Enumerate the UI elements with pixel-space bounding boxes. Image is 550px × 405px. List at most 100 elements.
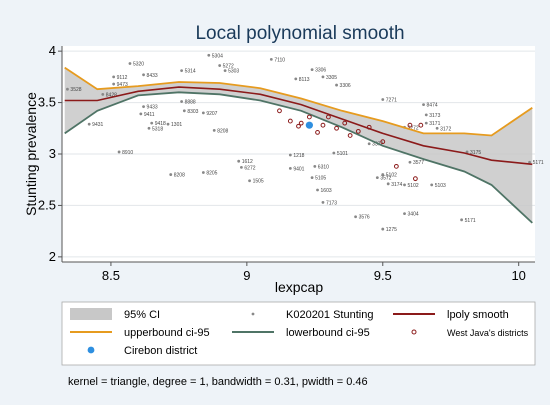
data-point-label: 5304 [212,53,223,59]
data-point-label: 6310 [318,164,329,170]
west-java-district-point [418,122,424,128]
x-axis-title: lexpcap [275,279,323,295]
west-java-district-point [315,130,320,135]
data-point-label: 3372 [372,142,383,148]
data-point-label: 5318 [152,126,163,132]
data-point-label: 1301 [171,122,182,128]
data-point-label: 9401 [293,166,304,172]
data-point [180,100,184,103]
legend-label: West Java's districts [447,328,529,338]
data-point-label: 8428 [106,92,117,98]
data-point [381,173,385,176]
west-java-district-point [355,128,361,134]
legend-swatch [411,329,417,335]
data-point [66,87,69,91]
data-point-label: 1603 [321,188,332,194]
west-java-district-point [277,108,282,114]
west-java-district-point [298,120,304,126]
data-point-label: 7271 [386,97,397,103]
data-point [117,150,121,154]
lowerbound-line [64,91,533,224]
x-tick-label: 9.5 [374,268,392,283]
west-java-district-point [326,114,331,120]
y-tick-label: 2.5 [38,197,56,212]
data-point-label: 9207 [206,111,217,117]
data-point-label: 5320 [133,61,144,67]
legend-swatch [87,346,95,354]
data-point-label: 3272 [408,125,419,131]
cirebon-point [305,121,313,129]
data-point [367,142,371,146]
data-point [321,75,325,79]
west-java-district-point [393,163,399,169]
data-point-label: 5314 [185,69,196,75]
data-point-label: 5272 [223,64,234,70]
data-point-label: 8888 [185,100,196,106]
data-point-label: 9431 [92,122,103,128]
y-tick-label: 4 [49,43,56,58]
data-point [424,121,428,125]
y-axis-title: Stunting prevalence [23,92,39,216]
west-java-district-point [306,114,312,120]
x-tick-label: 10 [511,268,525,283]
data-point [248,179,251,183]
data-point [403,183,406,187]
data-point [237,159,241,163]
legend-label: 95% CI [124,309,160,321]
series-lines [64,66,533,224]
data-point-label: 8113 [299,77,310,83]
data-point-label: 3305 [326,75,337,81]
data-point [310,68,314,72]
legend-box [61,301,536,366]
legend-label: K020201 Stunting [286,309,373,321]
data-point [422,103,425,107]
data-point-label: 9473 [117,82,128,88]
west-java-district-point [342,120,348,126]
data-point [207,53,211,57]
axes: 2 2.5 3 3.5 4 8.5 9 9.5 10 [38,43,535,283]
data-point-label: 3173 [429,113,440,119]
data-point [403,212,406,216]
data-point [142,73,145,77]
legend-swatch [70,308,112,320]
west-java-district-point [380,139,386,145]
data-point [310,176,314,180]
data-point [465,150,469,154]
west-java-district-point [366,124,372,130]
data-point-label: 3174 [391,182,402,188]
data-point [288,153,292,157]
legend-key-diamond [411,329,417,335]
legend-label: upperbound ci-95 [124,327,210,339]
data-point [101,92,105,96]
data-point-label: 9112 [117,75,128,81]
data-point [288,167,292,170]
data-point [112,75,116,79]
upperbound-line [64,66,533,137]
data-point-label: 3175 [470,150,481,156]
legend-key-dot [251,312,255,316]
data-point [182,109,186,113]
west-java-points [277,108,424,182]
data-point [316,188,319,192]
data-point-label: 8208 [217,128,228,134]
data-point-label: 9411 [144,112,155,118]
data-point [381,227,385,231]
data-point [435,126,439,130]
legend-swatch [251,312,255,316]
data-point-label: 8433 [147,73,158,79]
data-point [294,77,298,81]
data-point [313,164,317,168]
data-point [240,165,243,169]
data-point-label: 9433 [147,105,158,111]
data-point-label: 1612 [242,159,253,165]
data-point [424,113,428,117]
data-point-label: 5171 [465,218,476,224]
data-point [269,57,273,61]
data-point [381,98,385,101]
data-point-label: 8474 [427,103,438,109]
data-point [375,176,379,180]
data-point [386,182,390,186]
data-point-label: 8303 [187,109,198,115]
